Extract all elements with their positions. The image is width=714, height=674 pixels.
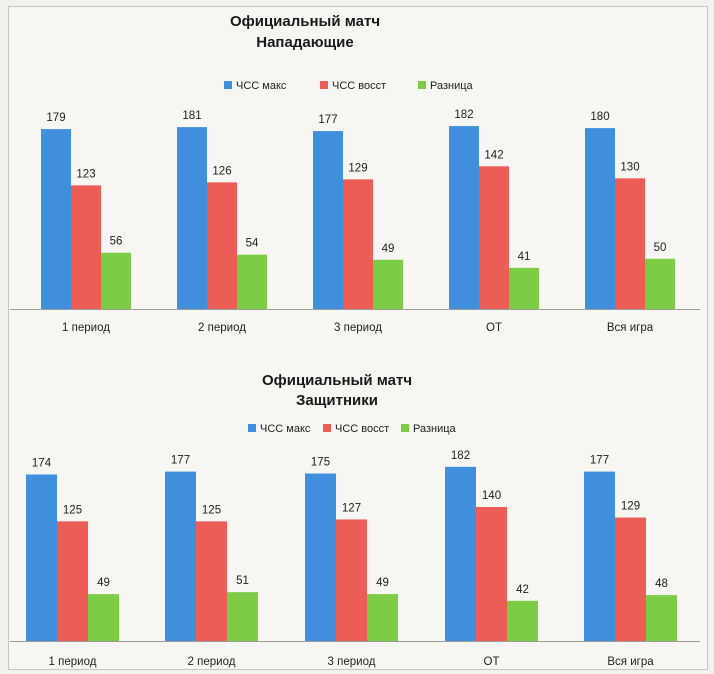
- bar-value-label: 129: [348, 162, 367, 174]
- bar-value-label: 177: [171, 455, 190, 467]
- category-label: 1 период: [49, 656, 97, 668]
- legend-1-label-recovery: ЧСС восст: [332, 80, 386, 92]
- bar-value-label: 177: [318, 114, 337, 126]
- legend-1-swatch-max: [224, 81, 232, 89]
- bar-diff: [88, 594, 119, 641]
- bar-recovery: [207, 182, 237, 309]
- chart-2-subtitle: Защитники: [296, 392, 378, 409]
- chart-1-subtitle: Нападающие: [256, 34, 353, 51]
- legend-1-swatch-diff: [418, 81, 426, 89]
- bar-value-label: 54: [246, 238, 259, 250]
- bar-max: [449, 126, 479, 309]
- bar-value-label: 127: [342, 502, 361, 514]
- legend-2-label-max: ЧСС макс: [260, 423, 311, 435]
- legend-1-label-max: ЧСС макс: [236, 80, 287, 92]
- bar-diff: [101, 252, 131, 309]
- bar-diff: [507, 600, 538, 641]
- bar-value-label: 51: [236, 575, 249, 587]
- bar-diff: [646, 595, 677, 641]
- legend-2-swatch-diff: [401, 424, 409, 432]
- chart-1-title: Официальный матч: [230, 13, 380, 30]
- category-label: 1 период: [62, 322, 110, 334]
- bar-value-label: 49: [376, 577, 389, 589]
- bar-max: [41, 129, 71, 309]
- bar-value-label: 129: [621, 501, 640, 513]
- chart-2-plot: 174 125 49 1 период 177 125 51 2 период 175 127 49…: [10, 450, 700, 668]
- bar-value-label: 41: [518, 251, 531, 263]
- category-label: ОТ: [486, 322, 502, 334]
- chart-2-legend: ЧСС макс ЧСС восст Разница: [248, 423, 457, 435]
- bar-value-label: 180: [590, 111, 609, 123]
- bar-max: [177, 127, 207, 309]
- bar-value-label: 142: [484, 149, 503, 161]
- bar-value-label: 181: [182, 110, 201, 122]
- bar-value-label: 182: [454, 109, 473, 121]
- bar-diff: [509, 267, 539, 309]
- chart-forwards: Официальный матч Нападающие ЧСС макс ЧСС…: [10, 13, 700, 334]
- bar-value-label: 123: [76, 168, 95, 180]
- chart-defenders: Официальный матч Защитники ЧСС макс ЧСС …: [10, 372, 700, 668]
- bar-value-label: 179: [46, 112, 65, 124]
- category-label: 2 период: [198, 322, 246, 334]
- bar-value-label: 130: [620, 161, 639, 173]
- bar-value-label: 182: [451, 450, 470, 462]
- bar-diff: [367, 594, 398, 641]
- bar-max: [585, 128, 615, 309]
- bar-recovery: [479, 166, 509, 309]
- legend-1-swatch-recovery: [320, 81, 328, 89]
- bar-value-label: 56: [110, 236, 123, 248]
- bar-diff: [373, 259, 403, 309]
- bar-recovery: [615, 517, 646, 641]
- bar-max: [305, 473, 336, 641]
- legend-2-swatch-recovery: [323, 424, 331, 432]
- legend-2-label-diff: Разница: [413, 423, 457, 435]
- bar-value-label: 126: [212, 165, 231, 177]
- bar-value-label: 140: [482, 490, 501, 502]
- bar-value-label: 49: [97, 577, 110, 589]
- bar-value-label: 50: [654, 242, 667, 254]
- category-label: Вся игра: [607, 656, 654, 668]
- bar-recovery: [71, 185, 101, 309]
- chart-2-title: Официальный матч: [262, 372, 412, 389]
- bar-value-label: 175: [311, 457, 330, 469]
- bar-value-label: 125: [202, 504, 221, 516]
- bar-max: [445, 466, 476, 641]
- bar-value-label: 125: [63, 504, 82, 516]
- bar-recovery: [336, 519, 367, 641]
- bar-recovery: [615, 178, 645, 309]
- bar-diff: [237, 254, 267, 309]
- bar-recovery: [196, 521, 227, 641]
- bar-value-label: 48: [655, 578, 668, 590]
- category-label: 3 период: [334, 322, 382, 334]
- chart-1-legend: ЧСС макс ЧСС восст Разница: [224, 80, 474, 92]
- legend-1-label-diff: Разница: [430, 80, 474, 92]
- bar-value-label: 42: [516, 584, 529, 596]
- legend-2-swatch-max: [248, 424, 256, 432]
- chart-1-plot: 179 123 56 1 период 181 126 54 2 период 177 129 49…: [10, 109, 700, 334]
- bar-value-label: 49: [382, 243, 395, 255]
- bar-diff: [227, 592, 258, 641]
- bar-recovery: [57, 521, 88, 641]
- category-label: Вся игра: [607, 322, 654, 334]
- bar-value-label: 174: [32, 457, 52, 469]
- bar-value-label: 177: [590, 455, 609, 467]
- bar-recovery: [343, 179, 373, 309]
- category-label: ОТ: [484, 656, 500, 668]
- bar-max: [26, 474, 57, 641]
- bar-max: [313, 131, 343, 309]
- legend-2-label-recovery: ЧСС восст: [335, 423, 389, 435]
- category-label: 2 период: [188, 656, 236, 668]
- bar-recovery: [476, 507, 507, 641]
- category-label: 3 период: [328, 656, 376, 668]
- bar-max: [165, 471, 196, 641]
- bar-diff: [645, 258, 675, 309]
- bar-max: [584, 471, 615, 641]
